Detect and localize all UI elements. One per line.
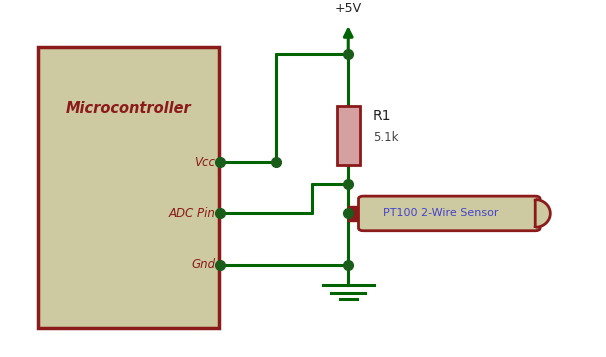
Text: ADC Pin: ADC Pin [168, 207, 216, 220]
Text: PT100 2-Wire Sensor: PT100 2-Wire Sensor [383, 208, 499, 218]
Text: Gnd: Gnd [191, 258, 216, 271]
Polygon shape [535, 199, 550, 228]
Text: 5.1k: 5.1k [373, 131, 399, 144]
Bar [348, 206, 364, 221]
Text: +5V: +5V [335, 2, 362, 15]
Text: Microcontroller: Microcontroller [65, 101, 191, 116]
FancyBboxPatch shape [359, 196, 540, 231]
Text: R1: R1 [373, 109, 391, 123]
Bar [38, 47, 219, 328]
Bar [337, 106, 360, 166]
Text: Vcc: Vcc [195, 156, 216, 169]
